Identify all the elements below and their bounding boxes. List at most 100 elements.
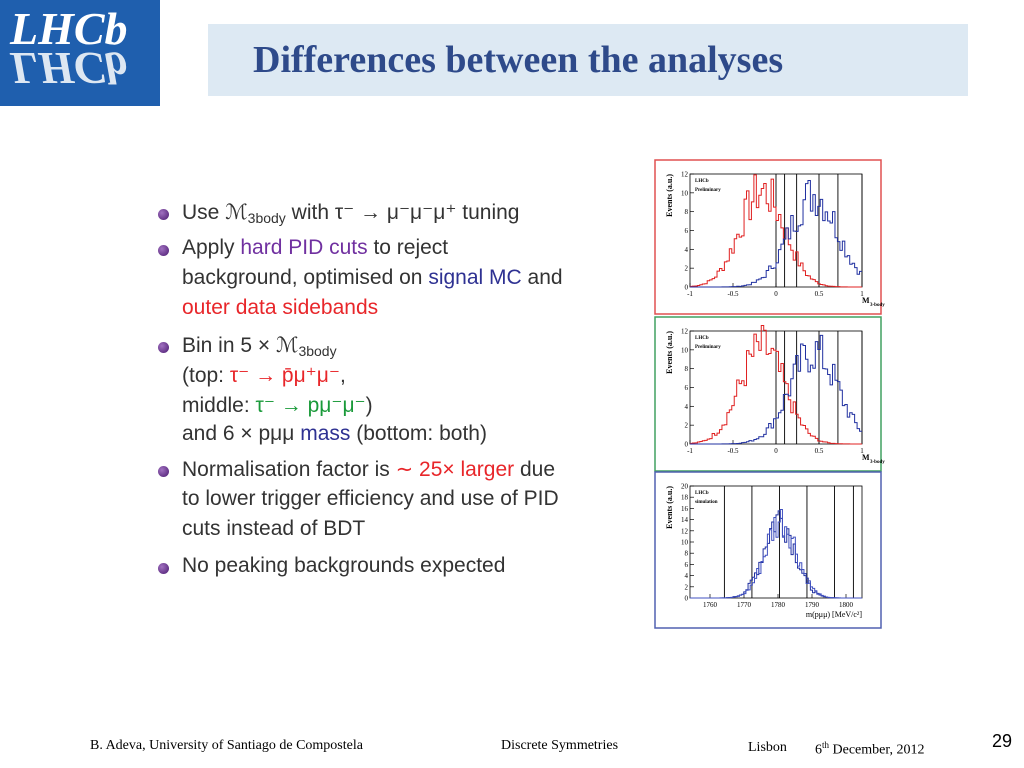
bullet-dot [158, 563, 169, 574]
plot-legend: Preliminary [695, 345, 721, 350]
bullet-line: outer data sidebands [182, 296, 378, 320]
bullet-line: to lower trigger efficiency and use of P… [182, 487, 559, 511]
histogram-shape [690, 510, 862, 599]
footer-conference: Discrete Symmetries [501, 738, 619, 753]
x-tick-label: 0 [774, 447, 778, 455]
x-tick-label: 0.5 [815, 290, 824, 298]
y-tick-label: 12 [681, 328, 689, 336]
plot-legend: Preliminary [695, 188, 721, 193]
histogram-shape [690, 509, 862, 599]
text-run: Use [182, 201, 226, 224]
bullet-line: middle: τ⁻ → pμ⁻μ⁻) [182, 393, 373, 418]
text-run: τ⁻ → μ⁻μ⁻μ⁺ [334, 201, 457, 224]
plot-frame [654, 316, 882, 472]
plot-legend: LHCb [695, 336, 709, 341]
y-tick-label: 8 [685, 208, 689, 216]
bullet-line: and 6 × pμμ mass (bottom: both) [182, 422, 487, 446]
day-suffix: th [822, 740, 830, 750]
date: December, 2012 [829, 742, 925, 758]
bullet-line: (top: τ⁻ → p̄μ⁺μ⁻, [182, 363, 346, 388]
y-tick-label: 4 [685, 572, 689, 580]
text-run: ∼ 25× larger [395, 458, 515, 481]
text-run: with [285, 201, 335, 224]
plot-frame [654, 159, 882, 315]
text-run: ℳ [225, 201, 248, 224]
x-axis-label: M [862, 296, 870, 305]
slide-title: Differences between the analyses [253, 39, 784, 81]
y-tick-label: 0 [685, 441, 689, 449]
plot-legend: simulation [695, 500, 718, 505]
y-tick-label: 20 [681, 483, 689, 491]
day: 6 [815, 742, 822, 758]
page-number: 29 [992, 731, 1013, 751]
plot-legend: LHCb [695, 491, 709, 496]
y-axis-label: Events (a.u.) [665, 174, 674, 217]
y-tick-label: 6 [685, 561, 689, 569]
y-tick-label: 2 [685, 422, 689, 430]
plot-legend: LHCb [695, 179, 709, 184]
text-run: and 6 × pμμ [182, 422, 301, 445]
bullet-dot [158, 342, 169, 353]
y-tick-label: 6 [685, 384, 689, 392]
y-tick-label: 0 [685, 595, 689, 603]
y-tick-label: 8 [685, 550, 689, 558]
y-tick-label: 10 [681, 346, 689, 354]
text-run: background, optimised on [182, 266, 429, 289]
y-axis-label: Events (a.u.) [665, 486, 674, 529]
text-run: Bin in 5 × ℳ [182, 334, 299, 357]
text-run: (top: [182, 364, 230, 387]
text-run: to reject [367, 236, 449, 259]
x-tick-label: 1760 [703, 601, 718, 609]
x-axis-label: m(pμμ) [MeV/c²] [806, 610, 862, 619]
logo: LHCb [10, 3, 128, 54]
x-tick-label: 1780 [771, 601, 786, 609]
bullet-dot [158, 209, 169, 220]
bullet-line: Apply hard PID cuts to reject [182, 236, 448, 260]
x-tick-label: -1 [687, 290, 693, 298]
text-run: No peaking backgrounds expected [182, 554, 506, 577]
text-run: due [514, 458, 556, 481]
text-run: and [521, 266, 563, 289]
y-tick-label: 0 [685, 284, 689, 292]
histogram-shape [690, 334, 862, 445]
x-axis-label-sub: 3-body [870, 460, 885, 465]
x-tick-label: 1800 [839, 601, 854, 609]
x-axis-label: M [862, 453, 870, 462]
text-run: hard PID cuts [240, 236, 368, 259]
logo-box: LHCb LHCb [0, 0, 160, 106]
text-run: middle: [182, 394, 256, 417]
y-tick-label: 2 [685, 583, 689, 591]
y-tick-label: 6 [685, 227, 689, 235]
subscript: 3body [298, 343, 337, 359]
histogram-shape [690, 174, 862, 288]
text-run: outer data sidebands [182, 296, 379, 319]
x-tick-label: 0.5 [815, 447, 824, 455]
y-tick-label: 10 [681, 189, 689, 197]
footer-author: B. Adeva, University of Santiago de Comp… [90, 738, 363, 753]
bullet-line: Bin in 5 × ℳ3body [182, 333, 337, 359]
y-tick-label: 4 [685, 246, 689, 254]
x-axis-label-sub: 3-body [870, 303, 885, 308]
text-run: signal MC [428, 266, 522, 289]
text-run: , [339, 364, 346, 387]
y-tick-label: 4 [685, 403, 689, 411]
text-run: tuning [456, 201, 520, 224]
title-bar: Differences between the analyses [208, 24, 968, 96]
y-tick-label: 14 [681, 516, 689, 524]
y-tick-label: 2 [685, 265, 689, 273]
text-run: to lower trigger efficiency and use of P… [182, 487, 559, 510]
x-tick-label: 1 [860, 290, 864, 298]
text-run: Normalisation factor is [182, 458, 396, 481]
text-run: Apply [182, 236, 241, 259]
x-tick-label: 1790 [805, 601, 820, 609]
y-tick-label: 12 [681, 527, 689, 535]
axes [689, 485, 863, 599]
axes [689, 330, 863, 445]
axes [689, 173, 863, 288]
bullet-line: No peaking backgrounds expected [182, 554, 505, 578]
bullet-line: background, optimised on signal MC and [182, 266, 563, 290]
subscript: 3body [247, 210, 286, 226]
text-run: ) [365, 394, 373, 417]
text-run: (bottom: both) [350, 422, 487, 445]
